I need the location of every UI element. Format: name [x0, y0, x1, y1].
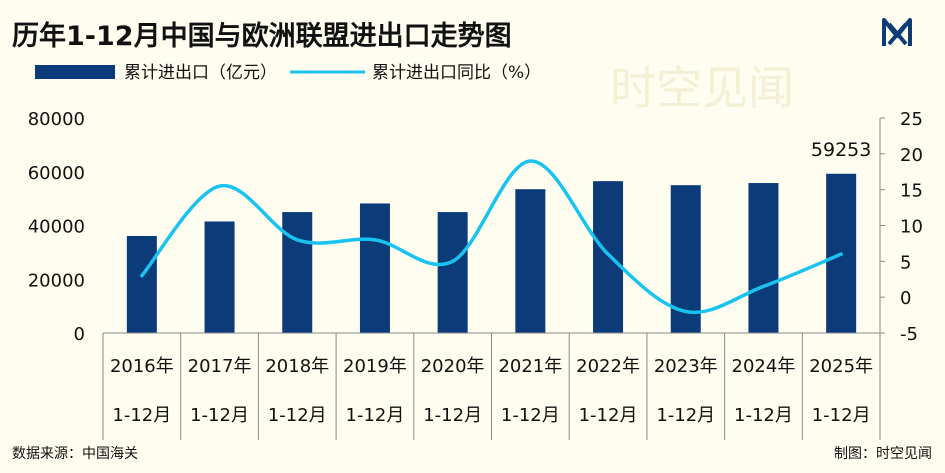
right-tick-label: 5	[900, 252, 911, 273]
left-tick-label: 40000	[28, 217, 85, 238]
legend-line-label: 累计进出口同比（%）	[372, 63, 541, 83]
x-tick-label-period: 1-12月	[656, 405, 715, 426]
brand-logo	[882, 18, 912, 46]
watermark: 时空见闻	[610, 61, 794, 115]
x-tick-label-period: 1-12月	[112, 405, 171, 426]
legend: 累计进出口（亿元） 累计进出口同比（%）	[35, 63, 541, 83]
x-tick-label-year: 2025年	[809, 356, 873, 377]
x-tick-label-year: 2021年	[498, 356, 562, 377]
x-tick-label-year: 2018年	[265, 356, 329, 377]
x-tick-label-period: 1-12月	[190, 405, 249, 426]
bar	[282, 212, 313, 333]
chart-title: 历年1-12月中国与欧洲联盟进出口走势图	[12, 20, 512, 52]
legend-bar-label: 累计进出口（亿元）	[124, 63, 277, 83]
bar	[204, 221, 235, 333]
footer-source: 数据来源：中国海关	[12, 446, 138, 462]
plot-area: 0 20000 40000 60000 80000 -5 0 5 10 15 20 25 2016年 1-…	[28, 109, 923, 440]
x-tick-label-period: 1-12月	[423, 405, 482, 426]
right-tick-label: 0	[900, 288, 911, 309]
data-label: 59253	[811, 139, 871, 161]
legend-bar-swatch	[35, 65, 115, 79]
footer-credit: 制图：时空见闻	[834, 446, 932, 462]
x-tick-label-year: 2023年	[654, 356, 718, 377]
x-tick-label-period: 1-12月	[812, 405, 871, 426]
right-tick-label: 10	[900, 217, 923, 238]
x-tick-label-year: 2020年	[421, 356, 485, 377]
bar	[593, 181, 624, 333]
x-tick-label-year: 2019年	[343, 356, 407, 377]
right-tick-label: 20	[900, 145, 923, 166]
x-tick-label-period: 1-12月	[268, 405, 327, 426]
left-tick-label: 20000	[28, 270, 85, 291]
yoy-line	[140, 159, 843, 315]
x-tick-label-period: 1-12月	[501, 405, 560, 426]
left-tick-label: 60000	[28, 163, 85, 184]
x-tick-label-period: 1-12月	[346, 405, 405, 426]
bar	[126, 235, 157, 333]
x-tick-label-period: 1-12月	[579, 405, 638, 426]
right-tick-label: 15	[900, 181, 923, 202]
x-tick-label-period: 1-12月	[734, 405, 793, 426]
x-tick-label-year: 2017年	[188, 356, 252, 377]
bar	[515, 189, 546, 333]
right-tick-label: 25	[900, 109, 923, 130]
bar	[359, 203, 390, 333]
x-tick-label-year: 2024年	[732, 356, 796, 377]
left-tick-label: 80000	[28, 109, 85, 130]
right-tick-label: -5	[900, 324, 918, 345]
x-tick-label-year: 2022年	[576, 356, 640, 377]
bar	[748, 183, 779, 333]
x-tick-label-year: 2016年	[110, 356, 174, 377]
left-tick-label: 0	[74, 324, 85, 345]
bar	[437, 212, 468, 333]
